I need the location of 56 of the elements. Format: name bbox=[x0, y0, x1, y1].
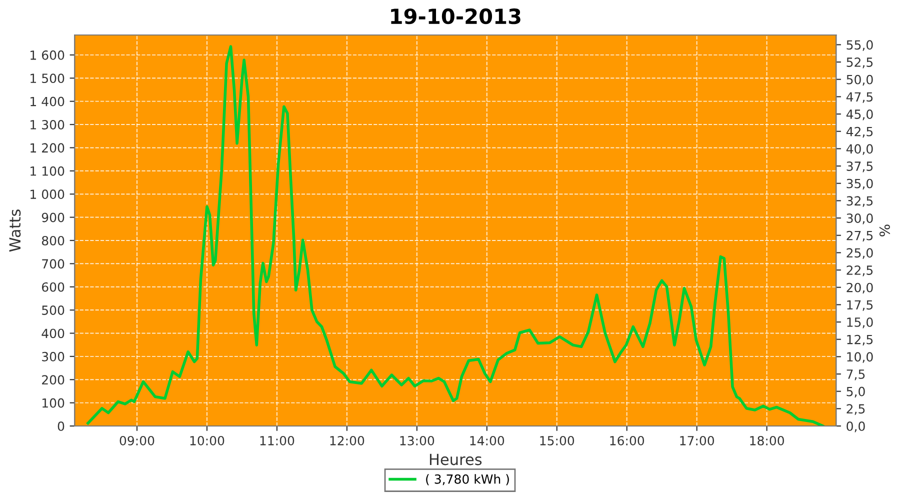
y2-tick-label: 45,0 bbox=[846, 110, 873, 120]
x-tick-label: 13:00 bbox=[400, 436, 434, 446]
y-tick-label: 1 000 bbox=[30, 190, 64, 200]
y-tick-label: 300 bbox=[42, 352, 64, 362]
y2-tick-label: 20,0 bbox=[846, 282, 873, 294]
x-tick-label: 15:00 bbox=[540, 436, 574, 446]
y-tick-label: 200 bbox=[42, 375, 64, 385]
x-axis-title: Heures bbox=[430, 454, 482, 466]
y2-tick-label: 17,5 bbox=[847, 300, 873, 311]
x-tick-label: 09:00 bbox=[120, 436, 154, 446]
x-tick-label: 16:00 bbox=[610, 436, 644, 446]
y2-tick-label: 32,5 bbox=[846, 196, 873, 207]
y2-tick-label: 42,5 bbox=[846, 126, 873, 138]
y2-tick-label: 47,5 bbox=[846, 92, 873, 103]
y2-tick-label: 12,5 bbox=[847, 334, 873, 346]
x-tick-label: 12:00 bbox=[330, 436, 364, 446]
y-tick-label: 1 400 bbox=[30, 96, 64, 106]
y2-tick-label: 7,5 bbox=[846, 370, 865, 380]
y2-tick-label: 5,0 bbox=[846, 386, 865, 398]
chart-title: 19-10-2013 bbox=[391, 8, 520, 24]
y2-tick-label: 27,5 bbox=[846, 230, 873, 242]
y2-tick-label: 52,5 bbox=[846, 58, 873, 68]
y-tick-label: 1 600 bbox=[30, 50, 64, 60]
line-series bbox=[86, 45, 824, 426]
y-tick-label: 900 bbox=[42, 212, 64, 222]
y-tick-label: 1 100 bbox=[30, 166, 64, 176]
y-tick-label: 1 200 bbox=[30, 143, 64, 153]
y-tick-label: 1 300 bbox=[30, 120, 64, 130]
y2-tick-label: 37,5 bbox=[846, 162, 873, 172]
y-tick-label: 400 bbox=[42, 328, 64, 338]
y2-tick-label: 25,0 bbox=[846, 248, 873, 259]
x-tick-label: 14:00 bbox=[470, 436, 504, 446]
x-tick-label: 10:00 bbox=[190, 436, 224, 446]
x-tick-label: 11:00 bbox=[260, 436, 294, 446]
legend-label: ( 3,780 kWh ) bbox=[426, 474, 509, 486]
y2-tick-label: 30,0 bbox=[846, 213, 873, 224]
x-tick-label: 17:00 bbox=[680, 436, 714, 446]
y2-tick-label: 10,0 bbox=[847, 352, 873, 363]
y2-tick-label: 35,0 bbox=[846, 178, 873, 190]
y-tick-label: 0 bbox=[58, 421, 64, 431]
y-tick-label: 500 bbox=[42, 306, 64, 315]
y-tick-label: 100 bbox=[42, 398, 64, 408]
y2-tick-label: 22,5 bbox=[846, 265, 873, 276]
y-tick-label: 600 bbox=[42, 282, 64, 292]
y2-tick-label: 55,0 bbox=[846, 40, 873, 51]
y2-tick-label: 50,0 bbox=[846, 74, 873, 86]
x-tick-label: 18:00 bbox=[750, 436, 784, 446]
y2-tick-label: 0,0 bbox=[846, 421, 865, 432]
y-tick-label: 1 500 bbox=[30, 74, 64, 84]
y-tick-label: 800 bbox=[42, 236, 64, 246]
y2-axis-title: % bbox=[879, 224, 890, 236]
y-axis-title: Watts bbox=[9, 210, 21, 252]
y2-tick-label: 2,5 bbox=[846, 404, 865, 415]
y2-tick-label: 40,0 bbox=[846, 144, 873, 155]
y-tick-label: 700 bbox=[42, 259, 64, 269]
y2-tick-label: 15,0 bbox=[847, 317, 873, 328]
